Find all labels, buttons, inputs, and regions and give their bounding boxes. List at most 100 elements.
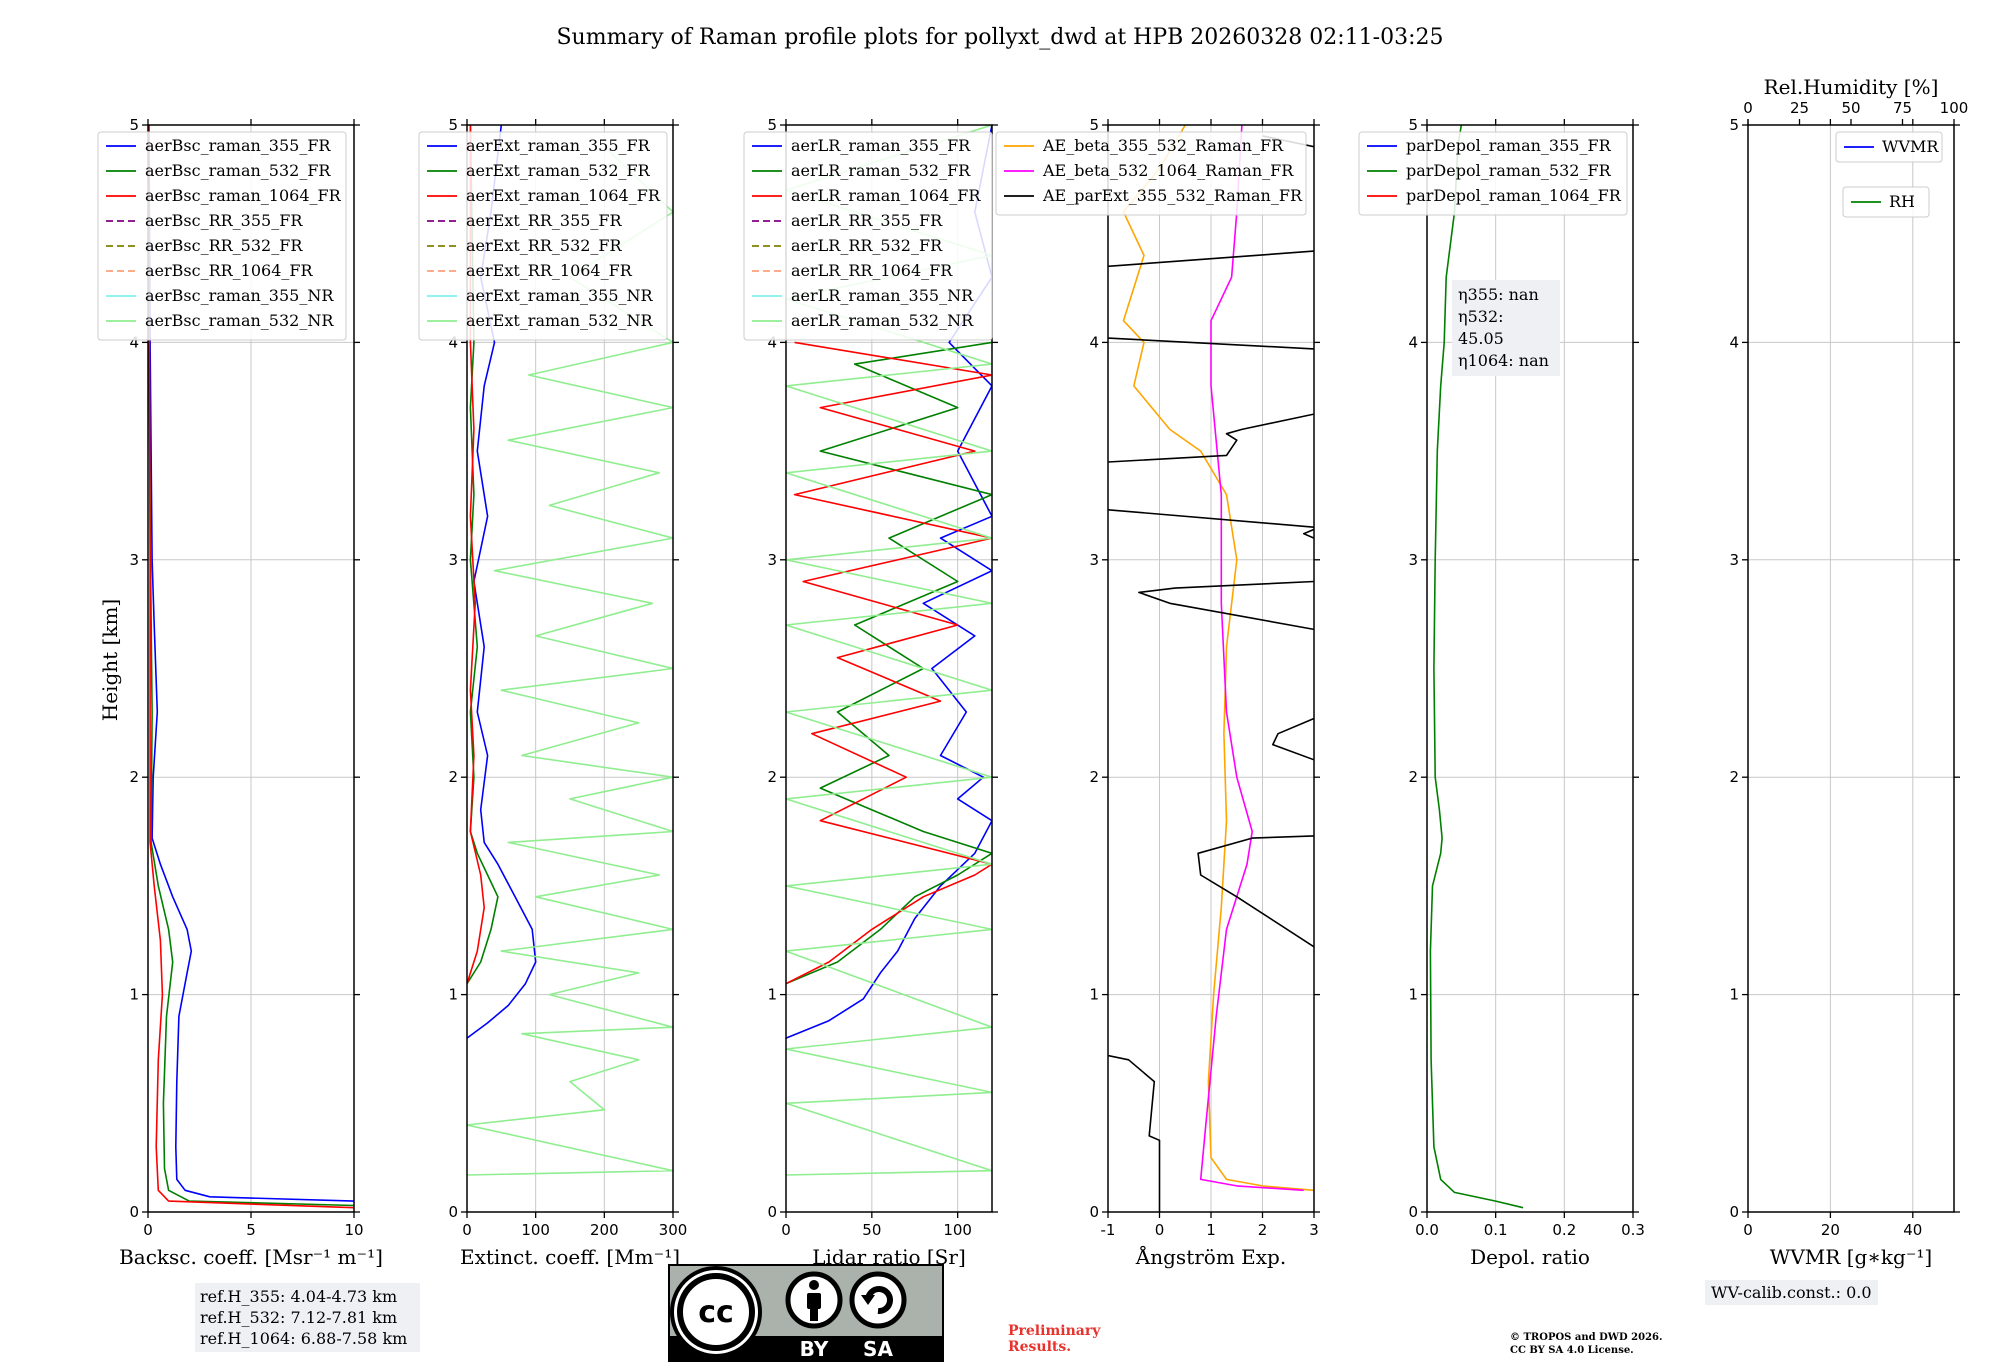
series-aerExt_raman_532_FR — [467, 125, 499, 985]
wv-y-tick-label: 1 — [1729, 986, 1739, 1004]
series-AE_parExt_355_532_Raman_FR_b — [1197, 835, 1314, 948]
depol-y-tick-label: 0 — [1408, 1203, 1418, 1221]
copyright-line-1: © TROPOS and DWD 2026. — [1510, 1332, 1663, 1343]
lr-series-group — [786, 125, 992, 1176]
lr-x-tick-label: 0 — [781, 1221, 791, 1239]
ext-axes-frame — [466, 124, 674, 1213]
depol-axes-frame — [1426, 124, 1634, 1213]
series-aerExt_raman_1064_FR — [467, 125, 486, 984]
wv-y-tick-label: 5 — [1729, 116, 1739, 134]
panel-bsc: 0 5 10 0 1 2 3 4 5 Backsc. coeff. [Msr⁻¹ m⁻¹] aerB… — [97, 116, 383, 1269]
depol-y-tick-label: 2 — [1408, 768, 1418, 786]
ae-series-group — [1108, 125, 1314, 1212]
ext-legend-box — [418, 131, 668, 341]
series-parDepol_raman_532_FR — [1429, 125, 1524, 1209]
eta-1064: η1064: nan — [1458, 351, 1549, 370]
ae-y-tick-label: 0 — [1089, 1203, 1099, 1221]
ae-y-tick-label: 4 — [1089, 333, 1099, 351]
depol-series-group — [1429, 125, 1524, 1209]
wv-x-tick-label: 0 — [1743, 1221, 1753, 1239]
ext-x-tick-label: 0 — [462, 1221, 472, 1239]
lr-legend-box — [743, 131, 993, 341]
bsc-series-group — [148, 125, 354, 1209]
ae-legend: AE_beta_355_532_Raman_FR AE_beta_532_1064… — [995, 131, 1307, 216]
wv-y-tick-label: 2 — [1729, 768, 1739, 786]
y-axis-label: Height [km] — [98, 599, 122, 721]
lr-x-tick-label: 100 — [943, 1221, 972, 1239]
series-aerLR_raman_532_NR — [786, 125, 992, 1176]
rh-top-tick-label: 25 — [1790, 99, 1809, 117]
series-aerBsc_raman_355_FR — [148, 125, 354, 1202]
depol-x-tick-label: 0.0 — [1415, 1221, 1439, 1239]
depol-legend: parDepol_raman_355_FR parDepol_raman_532_… — [1358, 131, 1628, 216]
rh-top-tick-label: 75 — [1893, 99, 1912, 117]
cc-by-sa-badge: cc BY SA — [668, 1264, 944, 1362]
ref-height-355: ref.H_355: 4.04-4.73 km — [200, 1287, 398, 1306]
lr-y-tick-label: 1 — [767, 986, 777, 1004]
series-AE_beta_532_1064_Raman_FR — [1199, 125, 1304, 1192]
ae-x-tick-label: 0 — [1155, 1221, 1165, 1239]
series-aerLR_raman_532_FR — [786, 341, 992, 985]
lr-y-tick-label: 2 — [767, 768, 777, 786]
series-AE_parExt_355_532_Raman_FR_g — [1108, 413, 1314, 463]
svg-text:cc: cc — [698, 1295, 734, 1330]
depol-y-tick-label: 5 — [1408, 116, 1418, 134]
panel-wv: 0 20 40 0 1 2 3 4 5 WVMR [g∗kg⁻¹] 0 25 50 75 100Rel.Hu… — [1729, 75, 1968, 1269]
ext-x-axis-label: Extinct. coeff. [Mm⁻¹] — [460, 1245, 680, 1269]
bsc-legend-box — [97, 131, 347, 341]
legend-label-aerExt_raman_355_FR: aerExt_raman_355_FR — [466, 136, 651, 155]
depol-x-tick-label: 0.3 — [1621, 1221, 1645, 1239]
legend-label-aerExt_raman_532_NR: aerExt_raman_532_NR — [466, 311, 654, 330]
depol-legend-box — [1358, 131, 1628, 216]
series-AE_parExt_355_532_Raman_FR_h — [1108, 337, 1314, 350]
series-AE_parExt_355_532_Raman_FR — [1108, 1054, 1161, 1212]
legend-label-AE_beta_532_1064_Raman_FR: AE_beta_532_1064_Raman_FR — [1042, 161, 1294, 180]
wv-y-tick-label: 4 — [1729, 333, 1739, 351]
series-aerExt_raman_355_FR — [467, 125, 537, 1039]
bsc-y-tick-label: 0 — [129, 1203, 139, 1221]
ext-y-tick-label: 4 — [448, 333, 458, 351]
depol-x-axis-label: Depol. ratio — [1470, 1245, 1590, 1269]
ae-x-tick-label: 1 — [1206, 1221, 1216, 1239]
lr-axes-frame — [785, 124, 993, 1213]
series-AE_parExt_355_532_Raman_FR_c — [1272, 717, 1314, 761]
legend-label-AE_beta_355_532_Raman_FR: AE_beta_355_532_Raman_FR — [1042, 136, 1284, 155]
series-AE_parExt_355_532_Raman_FR_f — [1108, 509, 1314, 528]
copyright-line-2: CC BY SA 4.0 License. — [1510, 1345, 1634, 1356]
preliminary-line-1: Preliminary — [1008, 1323, 1101, 1339]
bsc-x-tick-label: 10 — [344, 1221, 363, 1239]
series-aerBsc_raman_1064_FR — [148, 125, 354, 1209]
legend-label-aerExt_RR_532_FR: aerExt_RR_532_FR — [466, 236, 623, 255]
legend-label-parDepol_raman_355_FR: parDepol_raman_355_FR — [1406, 136, 1612, 155]
eta-532: η532: 45.05 — [1458, 307, 1504, 348]
preliminary-line-2: Results. — [1008, 1339, 1072, 1355]
wv-calib-box: WV-calib.const.: 0.0 — [1705, 1280, 1878, 1305]
legend-label-aerLR_raman_532_FR: aerLR_raman_532_FR — [791, 161, 971, 180]
bsc-x-tick-label: 0 — [143, 1221, 153, 1239]
ext-x-tick-label: 300 — [659, 1221, 688, 1239]
legend-label-aerExt_raman_532_FR: aerExt_raman_532_FR — [466, 161, 651, 180]
bsc-y-tick-label: 3 — [129, 551, 139, 569]
lr-y-tick-label: 5 — [767, 116, 777, 134]
legend-label-aerExt_raman_1064_FR: aerExt_raman_1064_FR — [466, 186, 661, 205]
legend-label-aerBsc_raman_355_FR: aerBsc_raman_355_FR — [145, 136, 331, 155]
ae-y-tick-label: 3 — [1089, 551, 1099, 569]
lr-y-tick-label: 4 — [767, 333, 777, 351]
bsc-x-axis-label: Backsc. coeff. [Msr⁻¹ m⁻¹] — [119, 1245, 383, 1269]
ae-legend-box — [995, 131, 1307, 216]
legend-label: WVMR — [1882, 137, 1939, 156]
wv-y-tick-label: 3 — [1729, 551, 1739, 569]
cc-by-label: BY — [800, 1337, 829, 1361]
legend-box — [1835, 131, 1943, 163]
series-AE_beta_355_532_Raman_FR — [1122, 125, 1314, 1192]
ae-x-tick-label: 2 — [1258, 1221, 1268, 1239]
depol-x-tick-label: 0.1 — [1484, 1221, 1508, 1239]
legend-label-AE_parExt_355_532_Raman_FR: AE_parExt_355_532_Raman_FR — [1042, 186, 1303, 205]
legend-label-aerLR_RR_355_FR: aerLR_RR_355_FR — [791, 211, 943, 230]
rh-top-tick-label: 50 — [1841, 99, 1860, 117]
bsc-y-tick-label: 2 — [129, 768, 139, 786]
legend-label-aerExt_RR_355_FR: aerExt_RR_355_FR — [466, 211, 623, 230]
